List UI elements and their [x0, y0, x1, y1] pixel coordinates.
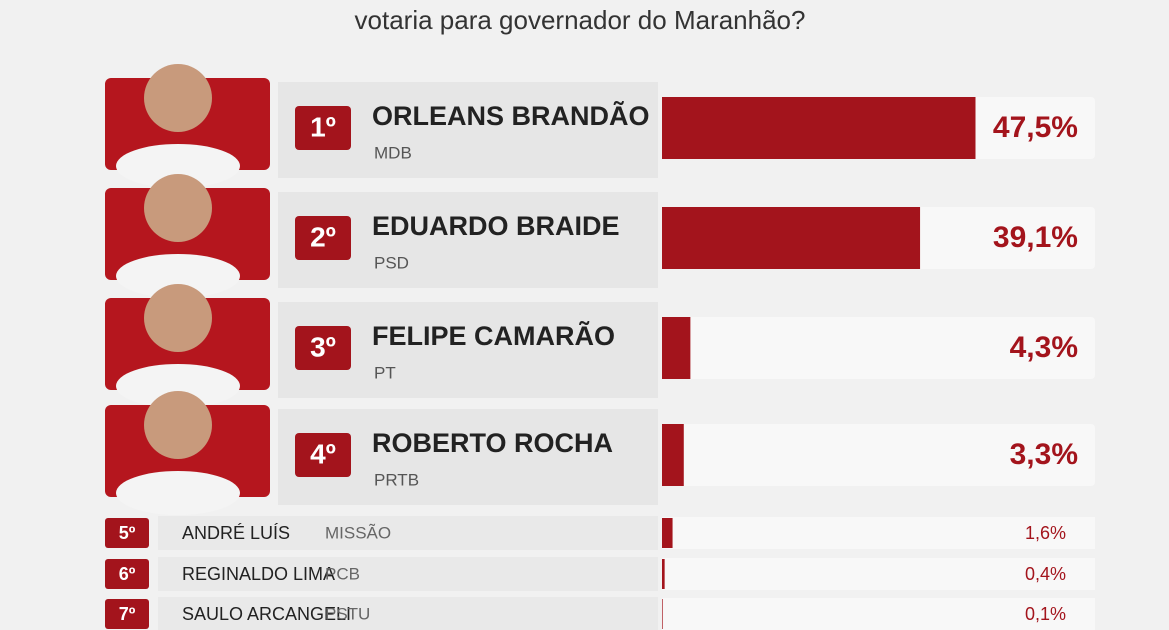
value-label: 0,4% [1025, 564, 1066, 584]
party-label: MDB [374, 143, 412, 162]
rank-box [105, 518, 149, 548]
bar [662, 599, 663, 629]
name-panel [158, 516, 658, 550]
rank-label: 3º [310, 331, 336, 362]
rank-label: 7º [119, 604, 136, 624]
candidate-name: ROBERTO ROCHA [372, 428, 613, 458]
rank-box [295, 216, 351, 260]
bar [662, 424, 684, 486]
value-label: 47,5% [993, 111, 1078, 144]
photo-head [144, 64, 212, 132]
rank-box [105, 599, 149, 629]
rank-label: 6º [119, 564, 136, 584]
photo-shirt [116, 254, 240, 298]
name-panel [158, 597, 658, 630]
rank-box [295, 106, 351, 150]
party-label: PSTU [325, 604, 370, 623]
bar-panel [662, 517, 1095, 549]
bar-panel [662, 558, 1095, 590]
bar [662, 518, 673, 548]
candidate-name: ORLEANS BRANDÃO [372, 100, 650, 131]
rank-label: 4º [310, 438, 336, 469]
photo-shirt [116, 471, 240, 515]
candidate-name: EDUARDO BRAIDE [372, 211, 620, 241]
bar [662, 97, 976, 159]
candidate-name: ANDRÉ LUÍS [182, 523, 290, 543]
party-label: MISSÃO [325, 523, 391, 542]
party-label: PRTB [374, 470, 419, 489]
candidate-name: REGINALDO LIMA [182, 564, 335, 584]
value-label: 0,1% [1025, 604, 1066, 624]
photo-shirt [116, 364, 240, 408]
value-label: 4,3% [1010, 331, 1078, 364]
photo-head [144, 391, 212, 459]
candidate-name: FELIPE CAMARÃO [372, 320, 615, 351]
name-panel [158, 557, 658, 591]
party-label: PT [374, 363, 396, 382]
bar [662, 317, 691, 379]
photo-shirt [116, 144, 240, 188]
bar [662, 559, 665, 589]
photo-head [144, 174, 212, 242]
rank-box [105, 559, 149, 589]
value-label: 3,3% [1010, 438, 1078, 471]
rank-box [295, 433, 351, 477]
rank-label: 2º [310, 221, 336, 252]
chart-title: votaria para governador do Maranhão? [355, 5, 806, 35]
value-label: 39,1% [993, 221, 1078, 254]
candidate-name: SAULO ARCANGELI [182, 604, 351, 624]
rank-box [295, 326, 351, 370]
bar-panel [662, 424, 1095, 486]
value-label: 1,6% [1025, 523, 1066, 543]
bar [662, 207, 921, 269]
photo-head [144, 284, 212, 352]
bar-panel [662, 317, 1095, 379]
party-label: PSD [374, 253, 409, 272]
bar-panel [662, 598, 1095, 630]
rank-label: 1º [310, 111, 336, 142]
rank-label: 5º [119, 523, 136, 543]
party-label: PCB [325, 564, 360, 583]
